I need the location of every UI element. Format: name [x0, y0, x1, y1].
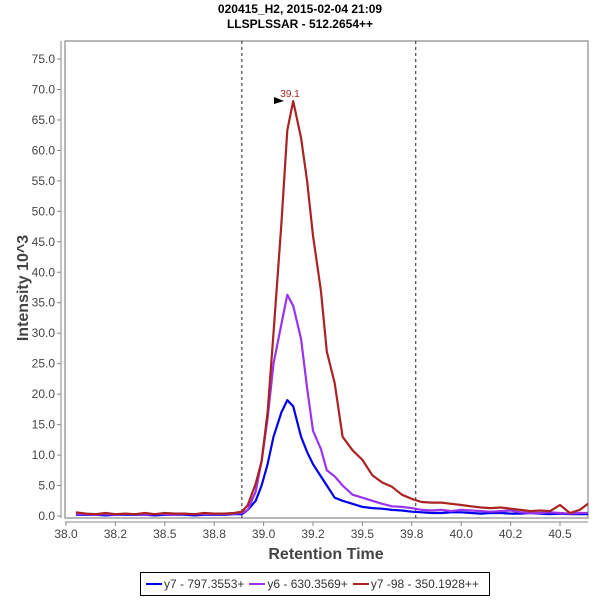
- peak-label: 39.1: [280, 89, 300, 100]
- legend-item: y7 - 797.3553+: [146, 577, 244, 591]
- peak-marker-icon: [274, 97, 284, 104]
- chart-title: 020415_H2, 2015-02-04 21:09: [217, 2, 383, 16]
- x-tick-label: 40.2: [499, 527, 523, 541]
- y-tick-label: 25.0: [32, 357, 56, 371]
- x-tick-label: 39.2: [301, 527, 325, 541]
- y-tick-label: 45.0: [32, 235, 56, 249]
- x-tick-label: 38.5: [153, 527, 177, 541]
- legend: y7 - 797.3553+ y6 - 630.3569+ y7 -98 - 350…: [140, 572, 490, 596]
- series-line-2: [75, 293, 588, 516]
- x-tick-label: 40.0: [450, 527, 474, 541]
- y-tick-label: 35.0: [32, 296, 56, 310]
- y-tick-label: 50.0: [32, 204, 56, 218]
- plot-frame: [64, 40, 589, 519]
- legend-swatch: [249, 583, 266, 585]
- y-tick-label: 10.0: [32, 448, 56, 462]
- legend-item: y6 - 630.3569+: [249, 577, 348, 591]
- y-axis-label: Intensity 10^3: [15, 235, 32, 341]
- x-tick-label: 38.8: [203, 527, 227, 541]
- y-tick-label: 15.0: [32, 418, 56, 432]
- legend-swatch: [352, 583, 369, 585]
- y-tick-label: 65.0: [32, 113, 56, 127]
- y-tick-label: 40.0: [32, 265, 56, 279]
- y-tick-label: 30.0: [32, 326, 56, 340]
- legend-label: y7 - 797.3553+: [164, 577, 245, 591]
- y-tick-label: 75.0: [32, 52, 56, 66]
- x-tick-label: 39.0: [252, 527, 276, 541]
- chart-subtitle: LLSPLSSAR - 512.2654++: [226, 17, 374, 31]
- y-tick-label: 60.0: [32, 143, 56, 157]
- x-tick-label: 39.5: [351, 527, 375, 541]
- x-axis-label: Retention Time: [268, 546, 383, 563]
- legend-label: y6 - 630.3569+: [267, 577, 348, 591]
- legend-label: y7 -98 - 350.1928++: [370, 577, 479, 591]
- x-tick-label: 38.0: [54, 527, 78, 541]
- x-tick-label: 39.8: [400, 527, 424, 541]
- y-tick-label: 20.0: [32, 387, 56, 401]
- y-tick-label: 55.0: [32, 174, 56, 188]
- y-tick-label: 70.0: [32, 82, 56, 96]
- y-tick-label: 0.0: [38, 509, 55, 523]
- series-line-3: [75, 100, 588, 516]
- x-tick-label: 40.5: [548, 527, 572, 541]
- legend-item: y7 -98 - 350.1928++: [352, 577, 479, 591]
- legend-swatch: [146, 583, 162, 585]
- x-tick-label: 38.2: [104, 527, 128, 541]
- y-tick-label: 5.0: [38, 479, 55, 493]
